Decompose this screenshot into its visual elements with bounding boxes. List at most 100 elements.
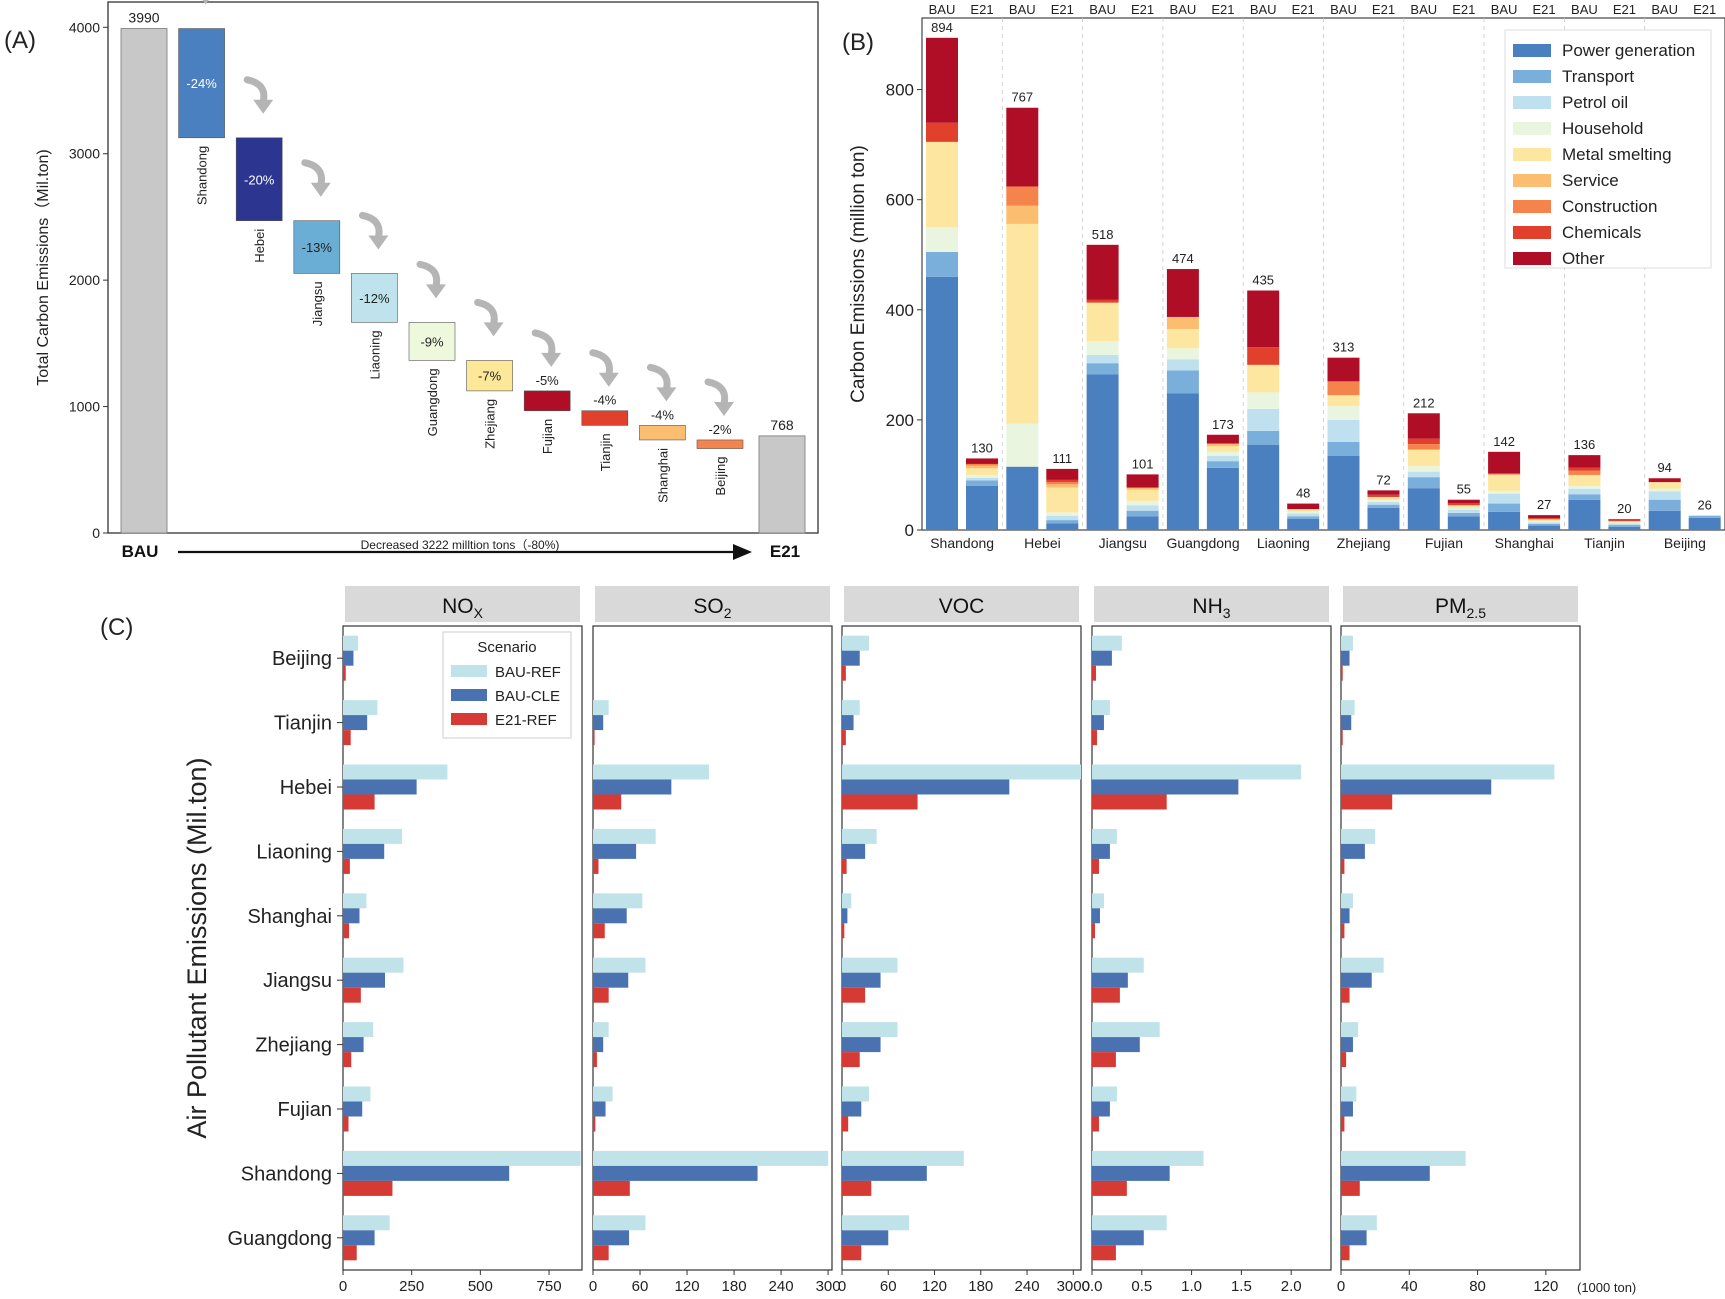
bar-e21-ref-fujian [842,1116,849,1132]
stacked-bar-chart: 0 200 400 600 800 Carbon Emissions (million t… [848,2,1725,551]
bar-e21-ref-liaoning [343,858,350,874]
stack-segment-service [1126,487,1159,490]
stack-segment-household [966,474,998,478]
bar-bau-cle-guangdong [593,1230,630,1246]
bar-bau-cle-tianjin [343,715,368,731]
stack-segment-household [1287,511,1320,514]
stack-segment-transport [1247,430,1280,445]
bar-e21-ref-shandong [842,1180,872,1196]
step-arrow-head-icon [656,387,677,402]
stack-segment-power-generation [1407,488,1440,530]
stack-segment-transport [1648,499,1681,511]
stack-segment-metal-smelting [926,141,958,228]
x-tick-label: 250 [399,1278,424,1295]
stack-segment-power-generation [1247,444,1280,530]
category-label-zhejiang: Zhejiang [255,1035,332,1057]
bar-bau-cle-hebei [593,779,672,795]
x-tick-label: 180 [722,1278,747,1295]
stack-segment-transport [1287,516,1320,519]
bar-bau-cle-beijing [1341,650,1350,666]
category-label-shandong: Shandong [241,1163,332,1185]
scenario-label-bau: BAU [1491,2,1518,17]
bar-bau-cle-fujian [593,1101,606,1117]
stack-segment-power-generation [1327,455,1360,530]
stack-segment-metal-smelting [1367,496,1400,501]
bar-bau-ref-beijing [343,635,359,651]
x-tick-label: 300 [816,1278,841,1295]
stack-segment-power-generation [1287,518,1320,530]
stack-segment-petrol-oil [1287,513,1320,517]
category-label-shanghai: Shanghai [247,906,332,928]
facet-header-nox [345,586,580,622]
stack-segment-other [1648,478,1681,483]
facet-title-so2: SO2 [693,595,731,621]
stack-segment-power-generation [1206,467,1239,530]
bar-bau-ref-liaoning [1341,828,1376,844]
bar-bau-cle-beijing [343,650,354,666]
legend-entry-bau-cle: BAU-CLE [495,688,560,705]
bar-bau-ref-tianjin [343,700,378,716]
stack-segment-transport [1206,461,1239,468]
bar-e21-ref-shandong [1341,1180,1360,1196]
stack-segment-transport [1688,515,1721,518]
stack-segment-chemicals [1407,438,1440,445]
bar-total-label: 173 [1212,417,1234,432]
stack-segment-household [1608,522,1641,524]
bar-bau-ref-fujian [593,1086,613,1102]
stack-segment-household [1126,500,1159,506]
stack-segment-metal-smelting [1086,302,1119,342]
legend-swatch-service [1513,174,1551,187]
bar-bau-cle-tianjin [1092,715,1104,731]
stack-segment-power-generation [1648,510,1681,530]
facet-title-nh3: NH3 [1192,595,1230,621]
stack-segment-petrol-oil [1488,493,1521,504]
step-province-label-shandong: Shandong [195,146,210,205]
panel-a-label: (A) [4,27,36,54]
bar-e21-ref-shandong [1092,1180,1127,1196]
step-bar-fujian [523,390,571,412]
scenario-label-e21: E21 [1292,2,1315,17]
bar-e21-ref-zhejiang [1092,1052,1116,1068]
bar-bau-ref-zhejiang [343,1022,374,1038]
stack-segment-household [1568,485,1601,489]
stack-segment-other [1407,413,1440,439]
bar-total-label: 130 [971,440,993,455]
stack-segment-petrol-oil [1648,491,1681,500]
step-province-label-tianjin: Tianjin [598,433,613,471]
stack-segment-other [1166,269,1199,317]
x-unit-label: (1000 ton) [1577,1280,1636,1295]
scenario-label-e21: E21 [1211,2,1234,17]
stack-segment-petrol-oil [1166,359,1199,371]
scenario-label-e21: E21 [1452,2,1475,17]
bar-e21-ref-guangdong [1092,1245,1116,1261]
bar-bau-value-label: 3990 [128,10,159,26]
stack-segment-other [1327,357,1360,382]
stack-segment-metal-smelting [1287,509,1320,512]
bar-bau-cle-jiangsu [343,972,386,988]
stack-segment-transport [1327,441,1360,456]
stack-segment-construction [1407,444,1440,450]
x-tick-label: 40 [1401,1278,1418,1295]
stack-segment-petrol-oil [1608,523,1641,526]
bar-e21 [758,435,806,534]
y-axis-label: Carbon Emissions (million ton) [848,145,869,403]
bar-bau-ref-shanghai [842,893,852,909]
step-arrow-icon [358,211,383,241]
stack-segment-metal-smelting [1206,446,1239,452]
bar-e21-ref-shandong [593,1180,630,1196]
y-axis-label: Air Pollutant Emissions (Mil.ton) [182,757,212,1138]
stack-segment-chemicals [1046,479,1079,483]
stack-segment-other [966,458,998,464]
bar-bau-cle-tianjin [842,715,854,731]
bar-bau-cle-shanghai [343,908,360,924]
x-tick-label: 0 [339,1278,347,1295]
bar-bau-cle-fujian [1341,1101,1353,1117]
x-label-bau: BAU [122,542,159,561]
step-pct-label-liaoning: -12% [359,291,390,306]
step-bar-guangdong [408,322,456,361]
stack-segment-household [1648,488,1681,492]
scenario-label-bau: BAU [1410,2,1437,17]
x-tick-label: 0 [838,1278,846,1295]
step-province-label-hebei: Hebei [252,229,267,263]
stack-segment-metal-smelting [1608,521,1641,523]
